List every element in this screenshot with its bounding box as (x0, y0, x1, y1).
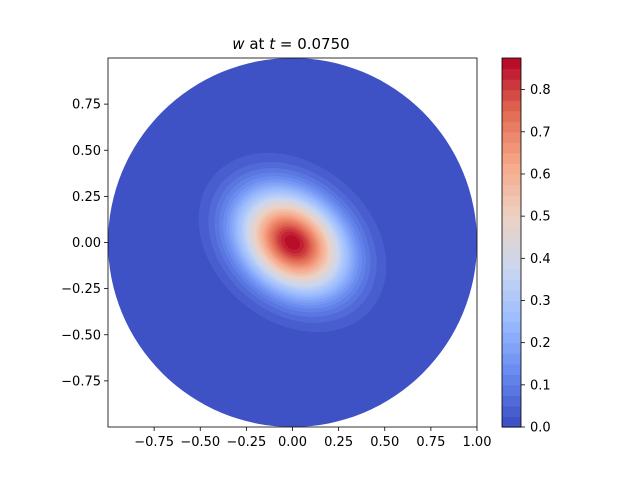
colorbar-band (502, 89, 521, 101)
colorbar-band (502, 416, 521, 428)
y-tick-label: −0.25 (61, 282, 101, 297)
title-variable: w (232, 35, 245, 53)
colorbar-tick-label: 0.7 (530, 125, 551, 140)
colorbar-band (502, 384, 521, 396)
colorbar-band (502, 311, 521, 323)
colorbar-band (502, 395, 521, 407)
colorbar-band (502, 163, 521, 175)
colorbar-band (502, 374, 521, 386)
colorbar-band (502, 237, 521, 249)
colorbar-band (502, 68, 521, 80)
colorbar-band (502, 268, 521, 280)
y-tick-label: 0.50 (72, 144, 101, 159)
colorbar-band (502, 300, 521, 312)
colorbar-frame (501, 57, 522, 428)
colorbar-band (502, 363, 521, 375)
colorbar-band (502, 79, 521, 91)
colorbar-band (502, 121, 521, 133)
colorbar-band (502, 226, 521, 238)
title-equals: = (275, 35, 297, 53)
y-tick-label: 0.25 (72, 190, 101, 205)
x-tick-label: −0.75 (134, 435, 174, 450)
x-tick-label: 0.50 (370, 435, 399, 450)
colorbar-tick-label: 0.0 (530, 421, 551, 436)
colorbar-band (502, 100, 521, 112)
x-tick-label: 1.00 (463, 435, 492, 450)
colorbar-band (502, 247, 521, 259)
colorbar-band (502, 342, 521, 354)
colorbar-band (502, 258, 521, 270)
colorbar-tick-label: 0.2 (530, 336, 551, 351)
y-tick-label: 0.00 (72, 236, 101, 251)
y-tick-label: 0.75 (72, 98, 101, 113)
colorbar-band (502, 152, 521, 165)
x-tick-label: 0.75 (416, 435, 445, 450)
colorbar-tick-label: 0.5 (530, 210, 551, 225)
y-tick-label: −0.75 (61, 374, 101, 389)
y-tick-label: −0.50 (61, 328, 101, 343)
colorbar-band (502, 173, 521, 186)
x-tick-label: 0.00 (278, 435, 307, 450)
colorbar-band (502, 195, 521, 207)
colorbar-band (502, 131, 521, 143)
chart-title: w at t = 0.0750 (232, 35, 349, 53)
colorbar-band (502, 216, 521, 228)
colorbar-band (502, 58, 521, 70)
colorbar-tick-label: 0.6 (530, 167, 551, 182)
colorbar-band (502, 279, 521, 291)
contour-bands (198, 152, 387, 333)
axes: −0.75 −0.50 −0.25 0.00 0.25 0.50 0.75 1.00 0.75 0… (61, 57, 492, 450)
contour-band (284, 235, 301, 250)
colorbar-band (502, 142, 521, 154)
colorbar-band (502, 332, 521, 344)
colorbar-band (502, 289, 521, 302)
title-time-symbol: t (269, 35, 276, 53)
colorbar-tick-label: 0.8 (530, 83, 551, 98)
title-time-value: 0.0750 (297, 35, 350, 53)
colorbar: 0.0 0.1 0.2 0.3 0.4 0.5 0.6 0.7 0.8 (501, 57, 551, 436)
plot-area (108, 58, 477, 427)
x-tick-label: 0.25 (324, 435, 353, 450)
colorbar-band (502, 205, 521, 217)
colorbar-tick-label: 0.4 (530, 252, 551, 267)
x-tick-label: −0.25 (226, 435, 266, 450)
colorbar-tick-label: 0.1 (530, 378, 551, 393)
colorbar-tick-label: 0.3 (530, 294, 551, 309)
colorbar-band (502, 321, 521, 333)
title-middle: at (245, 35, 270, 53)
colorbar-band (502, 110, 521, 122)
colorbar-band (502, 184, 521, 196)
colorbar-band (502, 353, 521, 365)
x-tick-label: −0.50 (180, 435, 220, 450)
colorbar-band (502, 405, 521, 418)
